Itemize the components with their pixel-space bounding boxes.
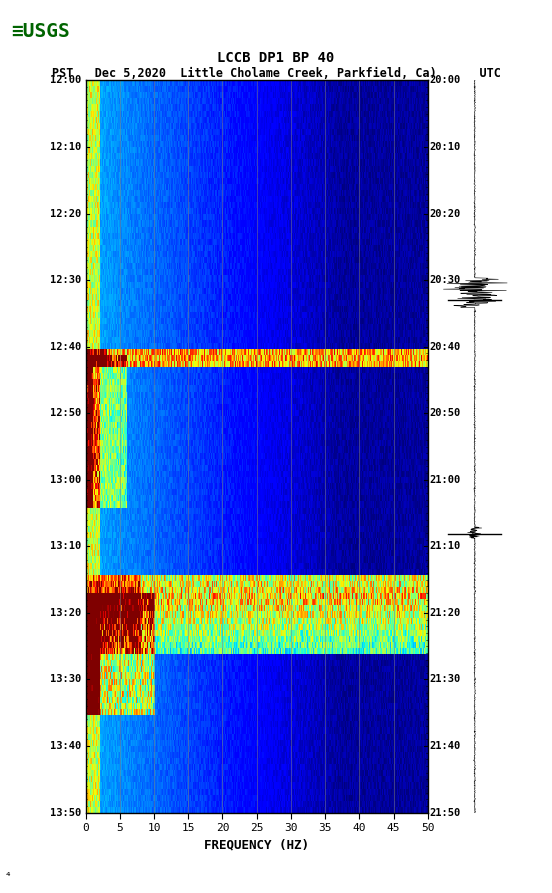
Text: 13:50: 13:50 [50, 807, 82, 818]
Text: 13:30: 13:30 [50, 674, 82, 685]
Text: LCCB DP1 BP 40: LCCB DP1 BP 40 [217, 51, 335, 65]
Text: 12:20: 12:20 [50, 208, 82, 219]
Text: 21:00: 21:00 [429, 475, 461, 485]
Text: 13:00: 13:00 [50, 475, 82, 485]
Text: 12:10: 12:10 [50, 142, 82, 152]
Text: 13:20: 13:20 [50, 608, 82, 618]
Text: 21:50: 21:50 [429, 807, 461, 818]
Text: 20:50: 20:50 [429, 408, 461, 418]
Text: 12:30: 12:30 [50, 275, 82, 285]
Text: 20:30: 20:30 [429, 275, 461, 285]
Text: 21:40: 21:40 [429, 741, 461, 751]
Text: ≡USGS: ≡USGS [11, 21, 70, 41]
Text: 13:40: 13:40 [50, 741, 82, 751]
Text: 12:40: 12:40 [50, 342, 82, 352]
Text: 13:10: 13:10 [50, 541, 82, 551]
Text: 12:50: 12:50 [50, 408, 82, 418]
Text: PST   Dec 5,2020  Little Cholame Creek, Parkfield, Ca)      UTC: PST Dec 5,2020 Little Cholame Creek, Par… [51, 67, 501, 79]
Text: 20:00: 20:00 [429, 75, 461, 86]
Text: 21:20: 21:20 [429, 608, 461, 618]
Text: 21:30: 21:30 [429, 674, 461, 685]
Text: 20:10: 20:10 [429, 142, 461, 152]
X-axis label: FREQUENCY (HZ): FREQUENCY (HZ) [204, 839, 309, 852]
Text: 20:40: 20:40 [429, 342, 461, 352]
Text: 21:10: 21:10 [429, 541, 461, 551]
Text: 12:00: 12:00 [50, 75, 82, 86]
Text: 20:20: 20:20 [429, 208, 461, 219]
Text: ⁴: ⁴ [6, 872, 10, 882]
